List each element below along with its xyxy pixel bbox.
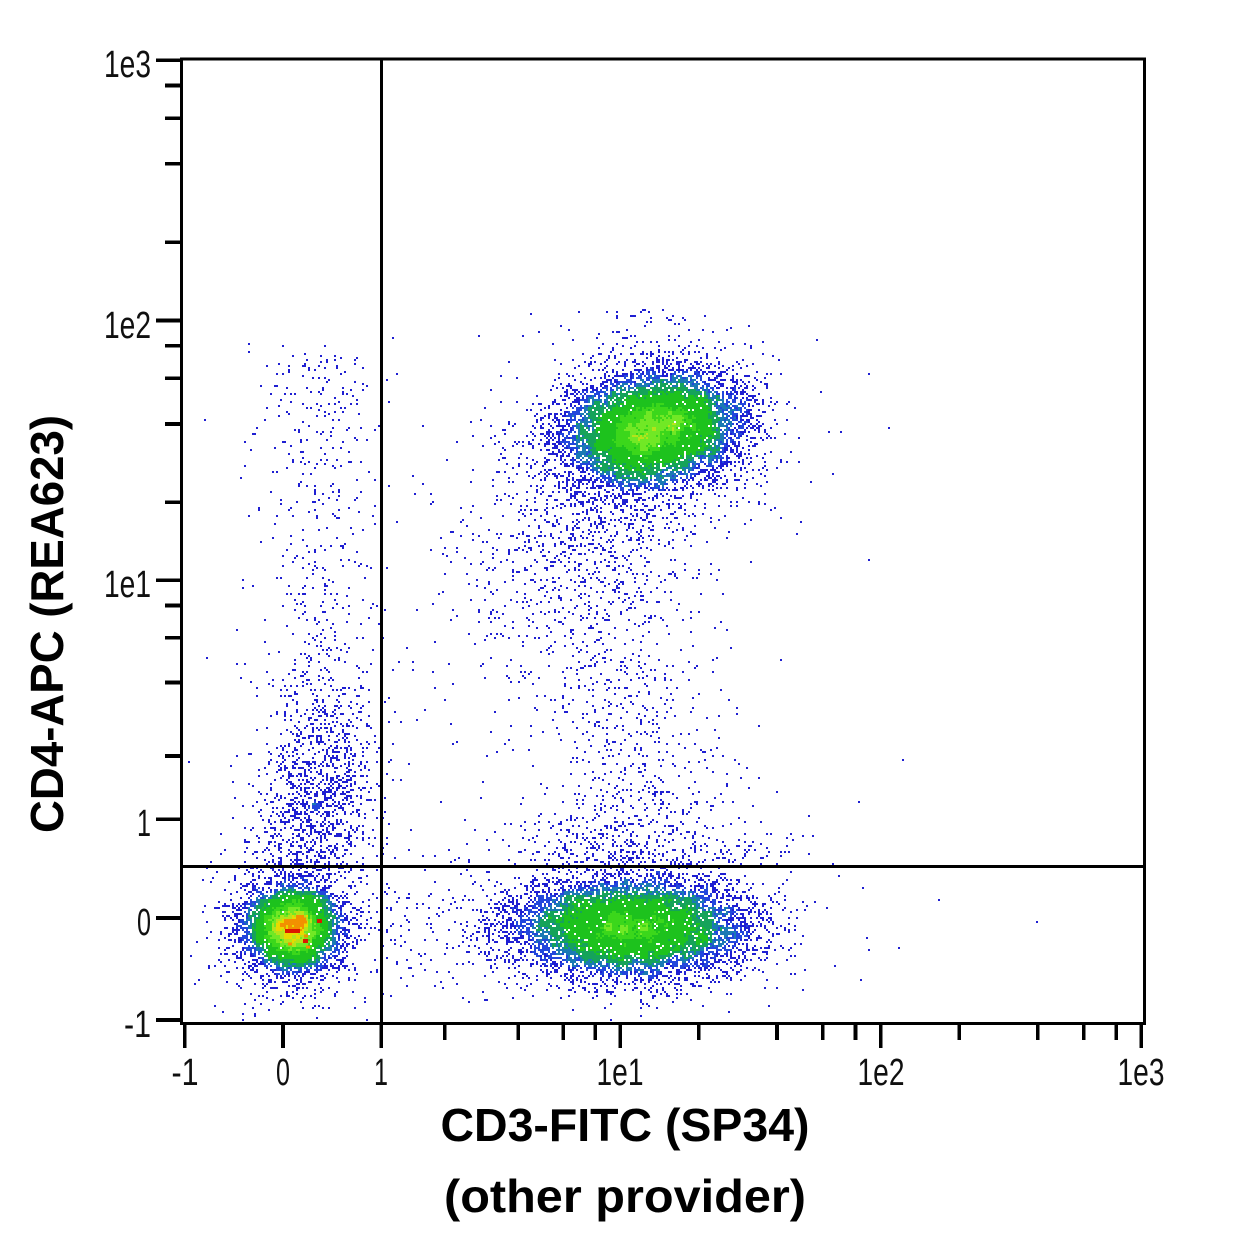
svg-text:(other provider): (other provider) (444, 1170, 806, 1222)
svg-text:1e3: 1e3 (1118, 1052, 1165, 1094)
svg-text:1e2: 1e2 (104, 305, 151, 347)
svg-text:1e1: 1e1 (104, 564, 151, 606)
svg-text:-1: -1 (124, 1004, 151, 1046)
svg-text:0: 0 (137, 902, 151, 944)
svg-text:1: 1 (137, 803, 151, 845)
svg-text:1e2: 1e2 (858, 1052, 905, 1094)
svg-text:CD3-FITC (SP34): CD3-FITC (SP34) (441, 1099, 810, 1151)
svg-text:1e1: 1e1 (597, 1052, 644, 1094)
svg-text:1: 1 (374, 1052, 388, 1094)
svg-text:1e3: 1e3 (104, 44, 151, 86)
svg-text:0: 0 (276, 1052, 290, 1094)
svg-text:-1: -1 (172, 1052, 199, 1094)
svg-text:CD4-APC (REA623): CD4-APC (REA623) (21, 415, 73, 833)
